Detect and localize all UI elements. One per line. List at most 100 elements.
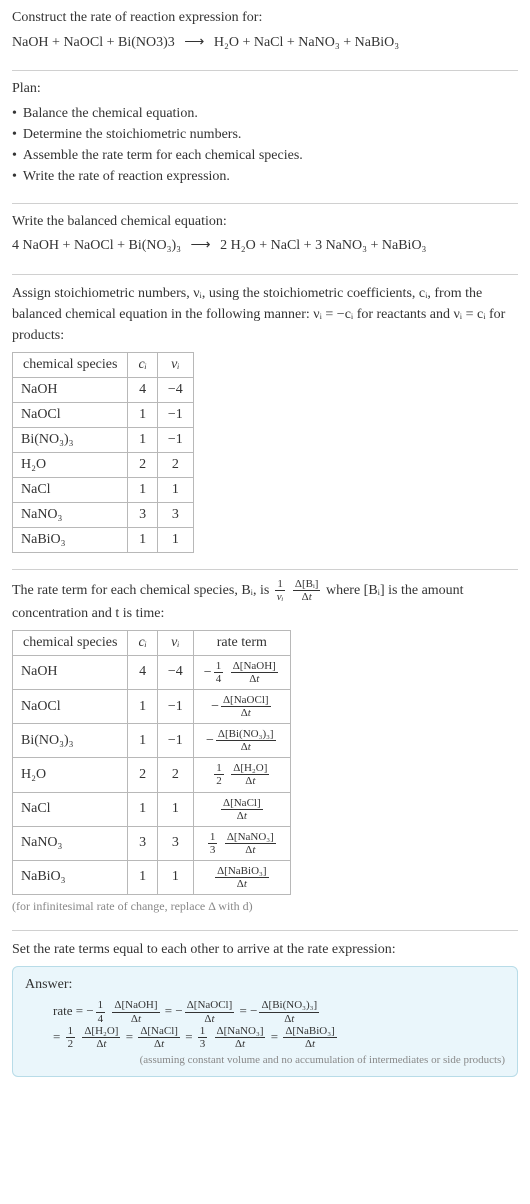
cell-species: NaOH (13, 377, 128, 402)
frac: 1νᵢ (275, 578, 286, 603)
frac: Δ[NaBiO₃]Δt (215, 865, 268, 890)
table-row: NaCl11Δ[NaCl]Δt (13, 792, 291, 826)
frac: 12 (66, 1025, 76, 1050)
answer-box: Answer: rate = −14 Δ[NaOH]Δt = −Δ[NaOCl]… (12, 966, 518, 1077)
cell-nu: 1 (157, 792, 193, 826)
cell-species: H₂O (13, 758, 128, 792)
cell-nu: 3 (157, 502, 193, 527)
cell-c: 4 (128, 655, 157, 689)
table-row: NaBiO₃11 (13, 527, 194, 552)
divider (12, 203, 518, 204)
balanced-title: Write the balanced chemical equation: (12, 212, 518, 232)
bullet-icon: • (12, 103, 17, 124)
intro-lhs: NaOH + NaOCl + Bi(NO3)3 (12, 35, 175, 50)
frac: Δ[NaNO₃]Δt (215, 1025, 266, 1050)
frac-den: 4 (96, 1013, 106, 1025)
frac-den: νᵢ (275, 591, 286, 603)
frac-den: 3 (198, 1038, 208, 1050)
plan-section: Plan: •Balance the chemical equation. •D… (12, 79, 518, 195)
frac-den: Δt (300, 591, 314, 603)
frac-num: Δ[Bᵢ] (293, 578, 321, 591)
table-row: NaOH4−4 (13, 377, 194, 402)
cell-rate: 12 Δ[H₂O]Δt (193, 758, 290, 792)
cell-species: NaCl (13, 792, 128, 826)
frac: Δ[H₂O]Δt (82, 1025, 120, 1050)
frac-den: Δt (235, 878, 249, 890)
col-header: chemical species (13, 352, 128, 377)
cell-species: Bi(NO₃)₃ (13, 427, 128, 452)
balanced-section: Write the balanced chemical equation: 4 … (12, 212, 518, 266)
frac: Δ[NaNO₃]Δt (225, 831, 276, 856)
intro-section: Construct the rate of reaction expressio… (12, 8, 518, 62)
frac-den: 2 (214, 775, 224, 787)
frac-num: 1 (275, 578, 285, 591)
cell-c: 1 (128, 477, 157, 502)
divider (12, 274, 518, 275)
cell-rate: −Δ[Bi(NO₃)₃]Δt (193, 724, 290, 758)
frac: Δ[Bi(NO₃)₃]Δt (259, 999, 319, 1024)
cell-species: NaNO₃ (13, 826, 128, 860)
rateterm-section: The rate term for each chemical species,… (12, 578, 518, 923)
balanced-lhs: 4 NaOH + NaOCl + Bi(NO₃)₃ (12, 238, 181, 253)
frac-den: Δt (239, 741, 253, 753)
frac: 14 (96, 999, 106, 1024)
frac-num: 1 (214, 660, 224, 673)
table-row: NaCl11 (13, 477, 194, 502)
frac-den: Δt (282, 1013, 296, 1025)
answer-note: (assuming constant volume and no accumul… (25, 1054, 505, 1066)
cell-nu: −4 (157, 655, 193, 689)
table-row: chemical species cᵢ νᵢ (13, 352, 194, 377)
frac-den: Δt (243, 844, 257, 856)
frac-num: Δ[H₂O] (82, 1025, 120, 1038)
cell-nu: 1 (157, 477, 193, 502)
plan-text: Determine the stoichiometric numbers. (23, 124, 242, 145)
rateterm-para: The rate term for each chemical species,… (12, 578, 518, 624)
cell-c: 1 (128, 427, 157, 452)
cell-c: 4 (128, 377, 157, 402)
bullet-icon: • (12, 166, 17, 187)
rateterm-para-pre: The rate term for each chemical species,… (12, 582, 273, 597)
plan-text: Assemble the rate term for each chemical… (23, 145, 303, 166)
plan-item: •Determine the stoichiometric numbers. (12, 124, 518, 145)
col-header-text: νᵢ (171, 357, 179, 372)
frac: 13 (198, 1025, 208, 1050)
col-header: chemical species (13, 630, 128, 655)
cell-species: NaOCl (13, 689, 128, 723)
frac: Δ[NaBiO₃]Δt (283, 1025, 336, 1050)
col-header: cᵢ (128, 630, 157, 655)
cell-c: 1 (128, 402, 157, 427)
plan-text: Balance the chemical equation. (23, 103, 198, 124)
frac-den: Δt (303, 1038, 317, 1050)
cell-species: NaOCl (13, 402, 128, 427)
table-head: chemical species cᵢ νᵢ (13, 352, 194, 377)
frac-num: 1 (66, 1025, 76, 1038)
table-row: chemical species cᵢ νᵢ rate term (13, 630, 291, 655)
cell-c: 1 (128, 860, 157, 894)
answer-line: = 12 Δ[H₂O]Δt = Δ[NaCl]Δt = 13 Δ[NaNO₃]Δ… (53, 1025, 505, 1051)
intro-equation: NaOH + NaOCl + Bi(NO3)3 ⟶ H₂O + NaCl + N… (12, 32, 518, 54)
divider (12, 930, 518, 931)
col-header-text: cᵢ (138, 635, 146, 650)
cell-rate: −Δ[NaOCl]Δt (193, 689, 290, 723)
table-row: NaOCl1−1 (13, 402, 194, 427)
frac-num: Δ[NaCl] (221, 797, 263, 810)
frac-num: Δ[NaOH] (231, 660, 278, 673)
frac-den: Δt (239, 707, 253, 719)
frac-num: Δ[NaOH] (112, 999, 159, 1012)
frac-num: Δ[NaCl] (138, 1025, 180, 1038)
cell-c: 3 (128, 826, 157, 860)
frac-num: 1 (214, 762, 224, 775)
cell-nu: 3 (157, 826, 193, 860)
frac: Δ[NaOH]Δt (112, 999, 159, 1024)
balanced-equation: 4 NaOH + NaOCl + Bi(NO₃)₃ ⟶ 2 H₂O + NaCl… (12, 235, 518, 257)
answer-line: rate = −14 Δ[NaOH]Δt = −Δ[NaOCl]Δt = −Δ[… (53, 999, 505, 1025)
stoich-table: chemical species cᵢ νᵢ NaOH4−4NaOCl1−1Bi… (12, 352, 194, 553)
table-row: H₂O22 (13, 452, 194, 477)
cell-c: 1 (128, 527, 157, 552)
cell-species: H₂O (13, 452, 128, 477)
cell-species: Bi(NO₃)₃ (13, 724, 128, 758)
frac-num: 1 (198, 1025, 208, 1038)
cell-rate: Δ[NaBiO₃]Δt (193, 860, 290, 894)
table-row: H₂O2212 Δ[H₂O]Δt (13, 758, 291, 792)
plan-list: •Balance the chemical equation. •Determi… (12, 103, 518, 187)
